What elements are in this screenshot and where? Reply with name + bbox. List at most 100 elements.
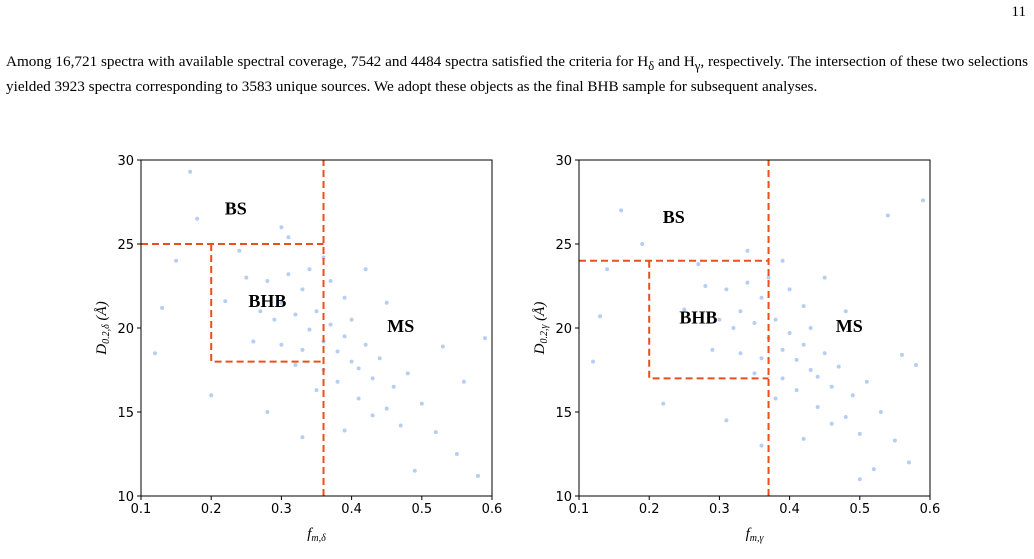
plot-frame [140,159,493,497]
x-tick-label: 0.1 [569,502,590,517]
point [342,334,347,339]
y-tick-label: 15 [117,406,134,421]
point [787,331,792,336]
point [482,336,487,341]
point [780,347,785,352]
subscript: δ [648,59,655,74]
point [864,379,869,384]
label-sub: m,γ [750,533,765,544]
point [293,362,298,367]
point [349,317,354,322]
x-tick-label: 0.5 [849,502,870,517]
point [892,438,897,443]
x-tick-label: 0.1 [131,502,152,517]
y-tick-label: 25 [117,238,134,253]
point [759,443,764,448]
point [801,342,806,347]
point [314,388,319,393]
point [307,267,312,272]
point [384,300,389,305]
point [822,351,827,356]
y-tick-label: 15 [555,406,572,421]
point [300,287,305,292]
point [279,300,284,305]
y-tick-label: 20 [555,322,572,337]
point [286,235,291,240]
point [209,393,214,398]
point [815,374,820,379]
point [335,379,340,384]
point [773,317,778,322]
x-tick-label: 0.5 [411,502,432,517]
point [454,452,459,456]
point [391,384,396,389]
point [265,410,270,414]
chart: BS BHB MS 0.1 0.2 0.3 0.4 0.5 0.6 10 15 20 25 30 fm,γ D… [532,154,940,544]
point [342,428,347,433]
boundary-line [648,260,769,380]
point [251,339,256,344]
x-axis-label: fm,γ [746,526,765,544]
region-label: BS [225,199,247,219]
point [174,258,179,263]
point [153,351,158,356]
point [843,309,848,314]
label-main: f [307,526,313,542]
point [787,287,792,292]
point [773,396,778,401]
point [829,421,834,426]
point [780,258,785,263]
point [370,376,375,381]
point [738,351,743,356]
point [759,356,764,361]
x-tick-label: 0.6 [920,502,941,517]
region-label: BS [663,207,685,227]
point [794,388,799,393]
x-tick-label: 0.3 [271,502,292,517]
boundary-line [210,244,324,363]
x-tick-label: 0.4 [779,502,800,517]
point [279,342,284,347]
point [384,406,389,411]
label-sub: m,δ [311,533,326,544]
point [307,327,312,332]
point [433,430,438,435]
point [265,278,270,283]
text-run: Among 16,721 spectra with available spec… [6,53,649,70]
y-axis-label: D0.2,δ (Å) [94,301,112,355]
x-tick-label: 0.2 [201,502,222,517]
point [885,213,890,218]
point [696,262,701,267]
point [801,436,806,441]
page-number: 11 [1011,4,1026,20]
point [920,198,925,203]
point [398,423,403,428]
point [300,347,305,352]
point [188,169,193,174]
y-tick-label: 20 [117,322,134,337]
label-sub: 0.2,γ [539,324,550,344]
point [405,371,410,376]
point [724,287,729,292]
y-axis-label: D0.2,γ (Å) [532,302,550,356]
point [829,384,834,389]
point [850,393,855,398]
point [342,295,347,300]
point [759,295,764,300]
point [244,275,249,280]
point [703,284,708,288]
point [780,376,785,381]
point [710,347,715,352]
plot-frame [578,159,931,497]
label-unit: (Å) [532,302,548,325]
point [808,368,813,372]
point [913,362,918,367]
point [293,312,298,317]
point [377,356,382,361]
point [717,317,722,322]
point [878,410,883,414]
point [286,272,291,277]
point [475,473,480,478]
